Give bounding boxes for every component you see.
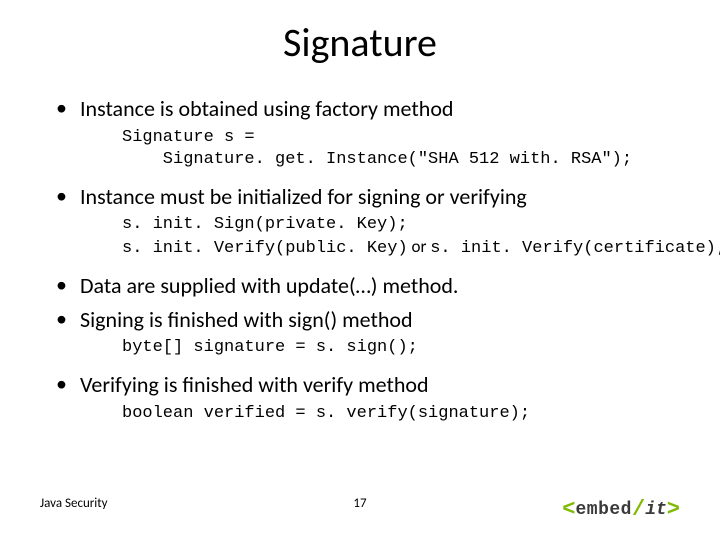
logo-gt-icon: >	[667, 497, 680, 522]
bullet-item: Instance must be initialized for signing…	[56, 183, 680, 267]
bullet-text: Instance must be initialized for signing…	[80, 183, 680, 211]
code-get-instance: Signature s = Signature. get. Instance("…	[80, 123, 680, 177]
bullet-text: Signing is finished with sign() method	[80, 306, 680, 334]
code-init-verify-b: s. init. Verify(certificate);	[430, 239, 720, 258]
bullet-item: Instance is obtained using factory metho…	[56, 95, 680, 177]
code-init: s. init. Sign(private. Key); s. init. Ve…	[80, 210, 680, 266]
page-number: 17	[353, 496, 366, 511]
logo-lt-icon: <	[562, 497, 575, 522]
bullet-text: Data are supplied with update(…) method.	[80, 272, 680, 300]
embedit-logo: <embed/it>	[562, 497, 680, 522]
bullet-item: Data are supplied with update(…) method.	[56, 272, 680, 300]
code-init-sign: s. init. Sign(private. Key);	[122, 215, 408, 234]
or-text: or	[408, 236, 431, 257]
footer-logo: <embed/it>	[562, 497, 680, 522]
logo-embed-text: embed	[575, 500, 632, 520]
bullet-text: Instance is obtained using factory metho…	[80, 95, 680, 123]
logo-slash-icon: /	[632, 497, 645, 522]
bullet-item: Signing is finished with sign() method b…	[56, 306, 680, 366]
slide: Signature Instance is obtained using fac…	[0, 0, 720, 540]
bullet-list: Instance is obtained using factory metho…	[40, 95, 680, 431]
code-sign: byte[] signature = s. sign();	[80, 333, 680, 365]
logo-it-text: it	[645, 500, 667, 520]
bullet-item: Verifying is finished with verify method…	[56, 371, 680, 431]
footer-left-text: Java Security	[40, 496, 108, 511]
code-init-verify-a: s. init. Verify(public. Key)	[122, 239, 408, 258]
bullet-text: Verifying is finished with verify method	[80, 371, 680, 399]
code-verify: boolean verified = s. verify(signature);	[80, 399, 680, 431]
footer: Java Security 17 <embed/it>	[0, 496, 720, 520]
slide-title: Signature	[40, 18, 680, 67]
